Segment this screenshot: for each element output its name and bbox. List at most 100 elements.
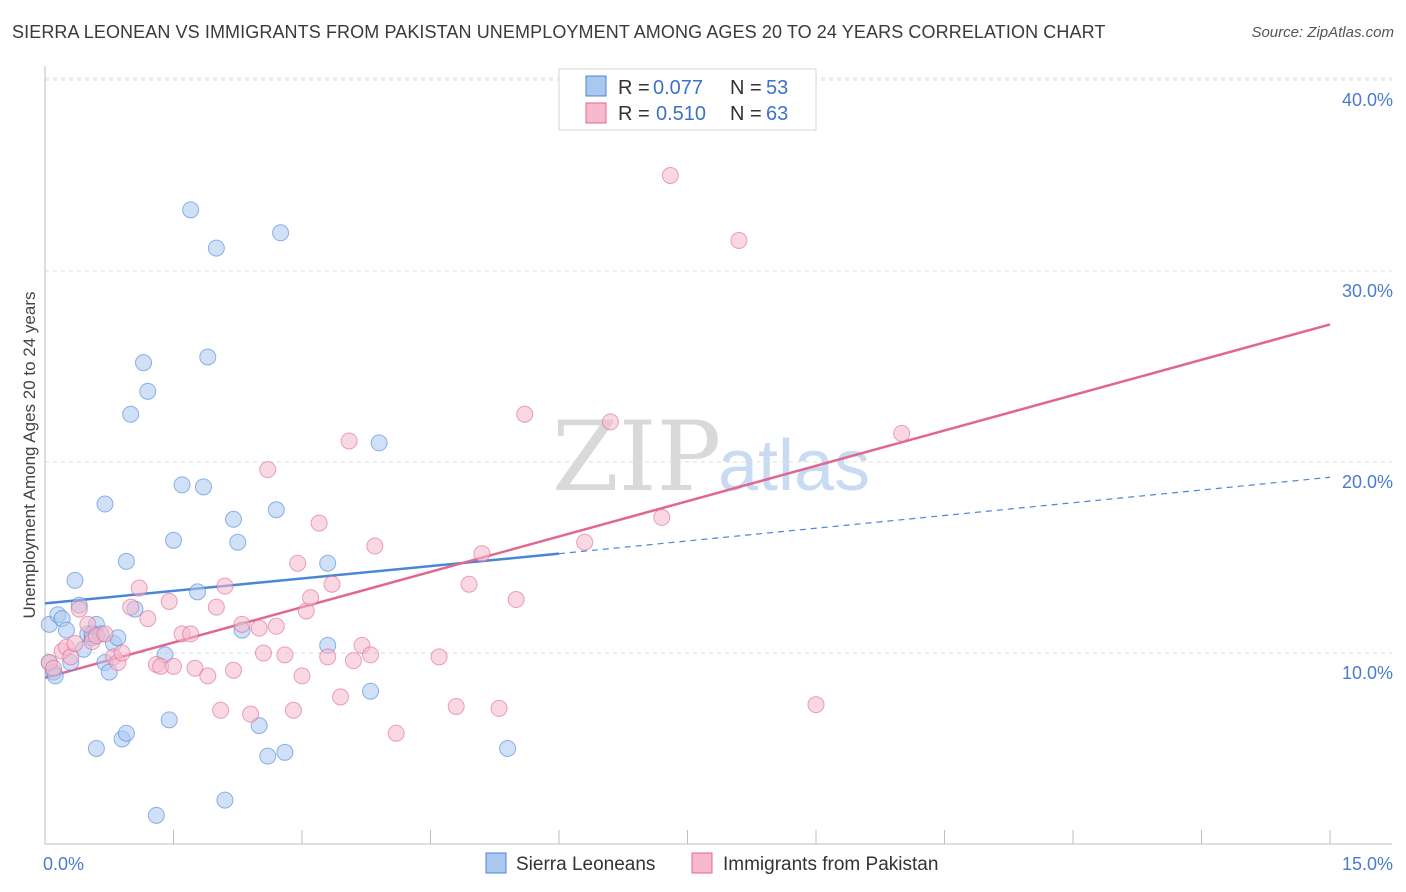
- grid: [45, 77, 1392, 654]
- chart-title: SIERRA LEONEAN VS IMMIGRANTS FROM PAKIST…: [12, 22, 1106, 42]
- scatter-point: [57, 621, 75, 639]
- tick-labels: 10.0% 20.0% 30.0% 40.0% 0.0% 15.0%: [43, 90, 1393, 874]
- legend-r-value-2: 0.510: [656, 103, 706, 125]
- scatter-point: [182, 201, 200, 219]
- legend-r-label-1: R =: [618, 77, 650, 99]
- series-sierra-leoneans: [40, 201, 517, 824]
- scatter-point: [267, 617, 285, 635]
- bottom-legend: Sierra Leoneans Immigrants from Pakistan: [485, 852, 938, 875]
- scatter-point: [319, 648, 337, 666]
- scatter-point: [87, 740, 105, 757]
- legend-swatch-blue: [585, 75, 607, 97]
- scatter-point: [173, 476, 191, 494]
- watermark-atlas: atlas: [718, 426, 870, 506]
- scatter-point: [122, 598, 140, 616]
- scatter-point: [653, 508, 671, 526]
- scatter-point: [601, 413, 619, 431]
- scatter-point: [207, 239, 225, 257]
- scatter-point: [139, 610, 157, 628]
- scatter-point: [79, 615, 97, 633]
- scatter-point: [130, 579, 148, 597]
- scatter-point: [730, 231, 748, 249]
- scatter-point: [45, 659, 63, 677]
- legend-r-value-1: 0.077: [653, 77, 703, 99]
- trend-line: [44, 552, 560, 605]
- trend-line: [44, 323, 1331, 680]
- scatter-point: [259, 461, 277, 479]
- scatter-point: [254, 644, 272, 662]
- legend-swatch-pink: [585, 102, 607, 124]
- scatter-point: [216, 577, 234, 595]
- scatter-point: [332, 688, 350, 706]
- scatter-point: [362, 646, 380, 664]
- scatter-point: [366, 537, 384, 555]
- scatter-point: [135, 354, 153, 372]
- scatter-point: [229, 533, 247, 551]
- x-tick-label: 0.0%: [43, 854, 84, 874]
- scatter-point: [323, 575, 341, 593]
- scatter-point: [96, 625, 114, 643]
- scatter-point: [165, 657, 182, 675]
- series-immigrants-from-pakistan: [40, 167, 911, 742]
- legend-n-value-1: 53: [766, 77, 788, 99]
- scatter-point: [199, 667, 217, 685]
- scatter-point: [370, 434, 388, 452]
- scatter-point: [272, 224, 290, 242]
- bottom-legend-swatch-blue: [485, 852, 507, 874]
- scatter-point: [344, 652, 362, 670]
- scatter-point: [661, 167, 679, 184]
- y-tick-label: 30.0%: [1342, 281, 1393, 301]
- scatter-point: [250, 619, 268, 637]
- scatter-point: [460, 575, 478, 593]
- scatter-point: [182, 625, 200, 643]
- scatter-point: [447, 697, 465, 715]
- watermark-zip: ZIP: [552, 401, 721, 513]
- x-tick-label: 15.0%: [1342, 854, 1393, 874]
- scatter-point: [250, 717, 268, 735]
- y-tick-label: 40.0%: [1342, 90, 1393, 110]
- scatter-point: [224, 510, 242, 528]
- scatter-point: [212, 701, 230, 719]
- y-axis-label: Unemployment Among Ages 20 to 24 years: [20, 292, 39, 619]
- legend: R = 0.077 N = 53 R = 0.510 N = 63: [558, 68, 817, 131]
- scatter-point: [117, 552, 135, 570]
- scatter-point: [430, 648, 448, 666]
- legend-n-label-2: N =: [730, 103, 762, 125]
- scatter-point: [188, 583, 206, 601]
- scatter-point: [293, 667, 311, 685]
- scatter-point: [499, 740, 517, 757]
- scatter-point: [289, 554, 307, 572]
- trend-line-extension: [558, 476, 1331, 555]
- bottom-legend-swatch-pink: [691, 852, 713, 874]
- scatter-point: [893, 424, 911, 442]
- scatter-point: [160, 592, 178, 610]
- scatter-point: [362, 682, 380, 700]
- scatter-point: [267, 501, 285, 519]
- scatter-point: [66, 571, 84, 589]
- trend-lines: [44, 323, 1331, 680]
- scatter-point: [473, 545, 491, 563]
- scatter-point: [233, 615, 251, 633]
- scatter-point: [340, 432, 358, 450]
- scatter-point: [276, 743, 294, 761]
- chart-source: Source: ZipAtlas.com: [1251, 24, 1394, 41]
- scatter-point: [122, 405, 140, 423]
- scatter-point: [139, 382, 157, 400]
- scatter-point: [66, 634, 84, 652]
- bottom-legend-label-1: Sierra Leoneans: [516, 854, 655, 875]
- scatter-point: [113, 644, 131, 662]
- scatter-point: [807, 696, 825, 714]
- scatter-point: [516, 405, 534, 423]
- scatter-point: [147, 806, 165, 824]
- scatter-point: [160, 711, 178, 729]
- scatter-point: [490, 699, 508, 717]
- legend-r-label-2: R =: [618, 103, 650, 125]
- scatter-point: [319, 554, 337, 572]
- scatter-point: [194, 478, 212, 496]
- scatter-points: [40, 167, 911, 824]
- scatter-point: [310, 514, 328, 532]
- scatter-point: [507, 591, 525, 609]
- scatter-point: [165, 531, 182, 549]
- scatter-point: [284, 701, 302, 719]
- scatter-point: [224, 661, 242, 679]
